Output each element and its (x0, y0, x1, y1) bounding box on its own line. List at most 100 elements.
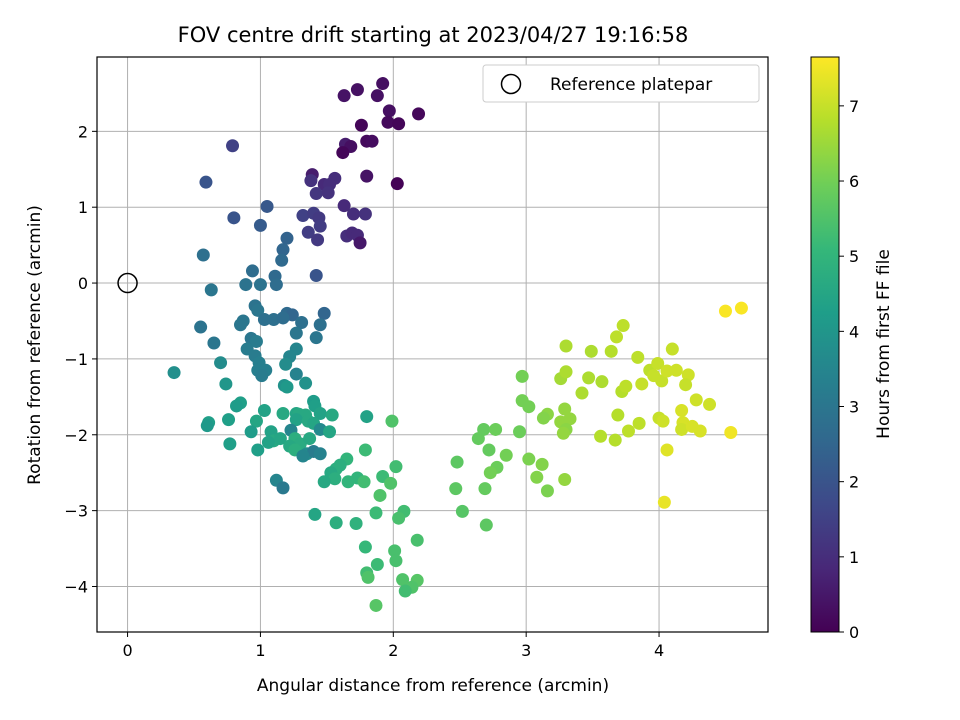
data-point (392, 511, 406, 525)
data-point (679, 378, 693, 392)
data-point (253, 218, 267, 232)
data-point (455, 504, 469, 518)
data-point (489, 422, 503, 436)
data-point (313, 407, 327, 421)
y-axis: 2 1 0 −1 −2 −3 −4 (64, 122, 97, 596)
data-point (660, 364, 674, 378)
data-point (499, 448, 513, 462)
data-point (222, 413, 236, 427)
data-point (323, 425, 337, 439)
reference-marker (117, 272, 138, 294)
legend-marker (500, 73, 522, 95)
data-point (357, 475, 371, 489)
x-axis-label: Angular distance from reference (arcmin) (257, 676, 609, 696)
x-axis: 0 1 2 3 4 (122, 632, 664, 660)
data-point (675, 422, 689, 436)
data-point (619, 379, 633, 393)
data-point (515, 369, 529, 383)
data-point (353, 236, 367, 250)
data-point (350, 83, 364, 97)
data-point (558, 473, 572, 487)
data-point (616, 319, 630, 333)
data-point (478, 482, 492, 496)
colorbar-ticks: 0 1 2 3 4 5 6 7 (839, 97, 859, 642)
data-point (703, 397, 717, 411)
data-point (530, 470, 544, 484)
data-point (656, 414, 670, 428)
data-point (280, 231, 294, 245)
data-point (376, 77, 390, 91)
data-point (269, 278, 283, 292)
data-point (471, 432, 485, 446)
data-point (328, 472, 342, 486)
y-tick-label: 2 (78, 122, 88, 141)
data-point (341, 475, 355, 489)
data-point (575, 386, 589, 400)
colorbar-gradient (810, 56, 840, 633)
data-point (556, 426, 570, 440)
data-point (200, 419, 214, 433)
colorbar-tick-label: 3 (849, 398, 859, 417)
data-point (227, 211, 241, 225)
data-point (392, 117, 406, 131)
data-point (230, 399, 244, 413)
data-point (370, 89, 384, 103)
data-point (369, 506, 383, 520)
data-point (309, 331, 323, 345)
plot-frame (96, 56, 769, 633)
data-point (483, 466, 497, 480)
reference-point (117, 272, 138, 294)
data-point (349, 517, 363, 531)
data-point (563, 412, 577, 426)
data-point (369, 598, 383, 612)
data-point (214, 356, 228, 370)
data-point (594, 429, 608, 443)
grid-lines (97, 57, 768, 632)
data-point (660, 443, 674, 457)
data-point (329, 516, 343, 530)
data-point (273, 432, 287, 446)
data-point (276, 311, 290, 325)
data-point (336, 146, 350, 160)
data-point (669, 363, 683, 377)
data-point (226, 139, 240, 153)
data-point (337, 89, 351, 103)
legend: Reference platepar (482, 64, 760, 103)
data-point (540, 484, 554, 498)
data-point (651, 356, 665, 370)
data-point (257, 312, 271, 326)
data-point (249, 334, 263, 348)
data-point (559, 339, 573, 353)
chart-title: FOV centre drift starting at 2023/04/27 … (178, 23, 689, 47)
data-point (582, 371, 596, 385)
data-point (279, 357, 293, 371)
data-point (289, 413, 303, 427)
data-point (482, 443, 496, 457)
data-point (257, 403, 271, 417)
data-point (681, 368, 695, 382)
data-point (389, 554, 403, 568)
data-point (317, 306, 331, 320)
data-point (396, 573, 410, 587)
data-point (522, 400, 536, 414)
data-point (219, 377, 233, 391)
data-point (449, 482, 463, 496)
colorbar-tick-label: 5 (849, 247, 859, 266)
x-tick-label: 4 (654, 641, 664, 660)
data-point (635, 377, 649, 391)
x-tick-label: 2 (388, 641, 398, 660)
data-point (313, 318, 327, 332)
colorbar-tick-label: 2 (849, 473, 859, 492)
data-point (313, 447, 327, 461)
data-point (610, 330, 624, 344)
data-point (611, 408, 625, 422)
data-point (734, 301, 748, 315)
data-point (317, 475, 331, 489)
data-point (361, 570, 375, 584)
data-point (385, 414, 399, 428)
data-point (251, 303, 265, 317)
data-point (234, 318, 248, 332)
data-point (313, 219, 327, 233)
y-axis-label: Rotation from reference (arcmin) (25, 205, 45, 485)
legend-label: Reference platepar (550, 75, 712, 95)
